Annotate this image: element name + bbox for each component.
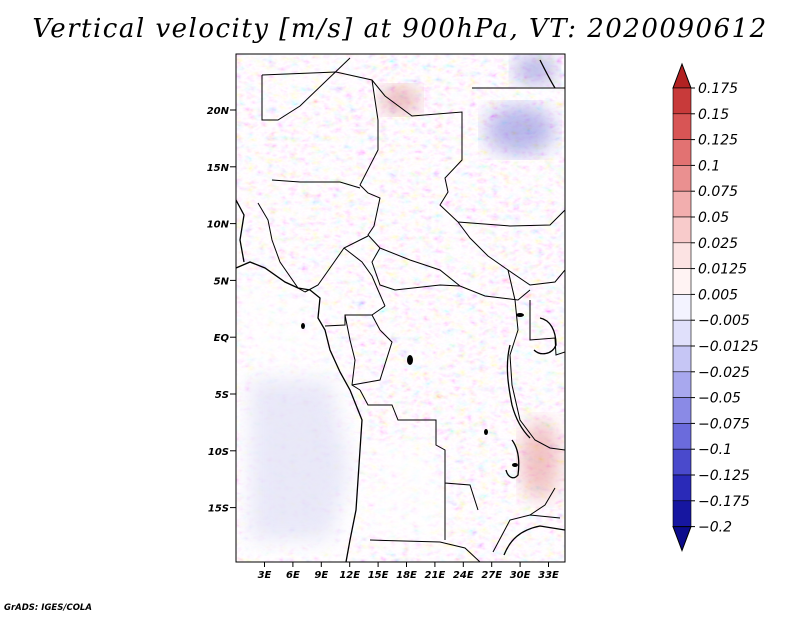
colorbar-segment <box>672 87 692 115</box>
lon-tick-label: 15E <box>368 570 389 581</box>
colorbar-cap-bottom <box>672 526 692 553</box>
colorbar-label: −0.0125 <box>698 339 759 355</box>
coastlines <box>236 59 565 562</box>
lon-tick-label: 3E <box>258 570 272 581</box>
colorbar-label: 0.125 <box>698 133 738 149</box>
lon-tick-label: 9E <box>314 570 328 581</box>
map-frame <box>235 53 566 563</box>
latitude-axis: 20N 15N 10N 5N EQ 5S 10S 15S <box>207 106 236 515</box>
colorbar-segment <box>672 423 692 450</box>
lon-tick-label: 12E <box>339 570 360 581</box>
colorbar-label: −0.025 <box>698 365 750 381</box>
colorbar-segment <box>672 474 692 502</box>
colorbar-segment <box>672 242 692 269</box>
lat-tick-label: 10N <box>207 220 230 231</box>
colorbar-label: 0.025 <box>698 236 738 252</box>
colorbar-label: 0.15 <box>698 107 729 123</box>
colorbar-label: 0.175 <box>698 81 738 97</box>
country-borders <box>236 57 565 562</box>
colorbar-segment <box>672 216 692 244</box>
velocity-field <box>236 54 565 562</box>
lon-tick-label: 27E <box>481 570 502 581</box>
colorbar-label: 0.0125 <box>698 262 747 278</box>
colorbar-label: 0.1 <box>698 158 720 174</box>
colorbar-segment <box>672 268 692 295</box>
colorbar-label: −0.05 <box>698 391 741 407</box>
colorbar-segment <box>672 500 692 527</box>
colorbar-label: −0.075 <box>698 416 750 432</box>
colorbar-label: −0.125 <box>698 468 750 484</box>
lat-tick-label: 15S <box>208 504 229 515</box>
map-title: Vertical velocity [m/s] at 900hPa, VT: 2… <box>32 14 768 44</box>
lon-tick-label: 21E <box>425 570 446 581</box>
colorbar-segment <box>672 113 692 140</box>
colorbar-label: −0.005 <box>698 313 750 329</box>
lat-tick-label: 5N <box>214 276 230 287</box>
colorbar-label: 0.05 <box>698 210 729 226</box>
longitude-axis: 3E 6E 9E 12E 15E 18E 21E 24E 27E 30E 33E <box>258 562 559 581</box>
colorbar-segment <box>672 165 692 192</box>
lat-tick-label: 15N <box>207 163 230 174</box>
lat-tick-label: EQ <box>214 333 230 344</box>
colorbar-label: −0.1 <box>698 442 732 458</box>
lon-tick-label: 24E <box>453 570 474 581</box>
lat-tick-label: 10S <box>208 447 229 458</box>
colorbar-segment <box>672 294 692 321</box>
lake-features <box>301 313 524 467</box>
colorbar-segment <box>672 371 692 398</box>
colorbar-segment <box>672 345 692 373</box>
lat-tick-label: 5S <box>215 390 229 401</box>
lat-tick-label: 20N <box>207 106 230 117</box>
colorbar-cap-top <box>672 62 692 89</box>
colorbar-segment <box>672 190 692 218</box>
colorbar-segment <box>672 139 692 166</box>
colorbar-segment <box>672 319 692 347</box>
colorbar-label: 0.005 <box>698 287 738 303</box>
lon-tick-label: 33E <box>538 570 559 581</box>
lon-tick-label: 18E <box>396 570 417 581</box>
colorbar: 0.175 0.15 0.125 0.1 0.075 0.05 0.025 0.0125 0.0… <box>672 62 759 553</box>
colorbar-label: −0.2 <box>698 520 732 536</box>
footer-credit: GrADS: IGES/COLA <box>4 603 92 613</box>
colorbar-label: 0.075 <box>698 184 738 200</box>
colorbar-label: −0.175 <box>698 494 750 510</box>
colorbar-segment <box>672 397 692 424</box>
lon-tick-label: 6E <box>286 570 300 581</box>
lon-tick-label: 30E <box>510 570 531 581</box>
colorbar-segment <box>672 448 692 476</box>
